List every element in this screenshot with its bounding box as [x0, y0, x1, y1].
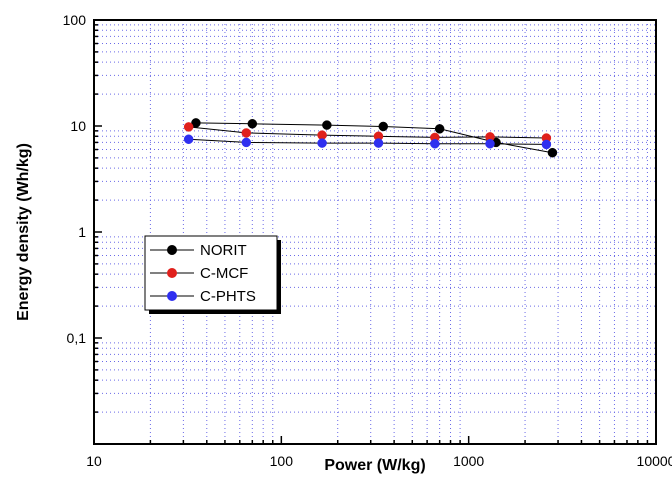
data-point-c-phts — [241, 137, 252, 148]
y-tick-label: 10 — [70, 118, 86, 134]
series-points — [183, 118, 558, 158]
y-axis-title: Energy density (Wh/kg) — [15, 143, 32, 321]
data-point-c-mcf — [183, 122, 194, 132]
data-point-norit — [322, 120, 332, 130]
legend-label-c-mcf: C-MCF — [200, 265, 248, 282]
data-point-norit — [547, 147, 558, 158]
data-point-c-phts — [485, 139, 495, 149]
data-point-c-phts — [541, 139, 552, 150]
legend-label-norit: NORIT — [200, 242, 247, 259]
data-point-norit — [191, 118, 201, 128]
y-tick-label: 100 — [63, 12, 87, 28]
legend-marker-norit — [167, 245, 177, 255]
data-point-norit — [378, 121, 389, 132]
grid — [94, 20, 656, 444]
data-point-c-phts — [430, 139, 440, 149]
legend-marker-c-phts — [167, 291, 177, 301]
axis-ticks: 10 100 1000 10000 0,1 1 10 100 — [63, 12, 672, 469]
data-point-norit — [247, 119, 258, 129]
data-point-c-mcf — [241, 128, 252, 138]
data-point-norit — [434, 124, 445, 134]
legend-marker-c-mcf — [167, 268, 177, 278]
data-point-c-phts — [183, 134, 194, 144]
x-tick-label: 1000 — [453, 453, 484, 469]
x-tick-label: 10000 — [637, 453, 672, 469]
y-tick-label: 1 — [78, 224, 86, 240]
legend-label-c-phts: C-PHTS — [200, 288, 256, 305]
x-axis-title: Power (W/kg) — [324, 457, 425, 474]
x-tick-label: 10 — [86, 453, 102, 469]
data-point-c-mcf — [317, 130, 327, 140]
y-tick-label: 0,1 — [67, 330, 87, 346]
legend: NORIT C-MCF C-PHTS — [144, 235, 281, 314]
data-point-c-phts — [373, 138, 384, 148]
data-point-c-phts — [317, 138, 327, 148]
x-tick-label: 100 — [270, 453, 294, 469]
legend-entries: NORIT C-MCF C-PHTS — [150, 242, 256, 305]
